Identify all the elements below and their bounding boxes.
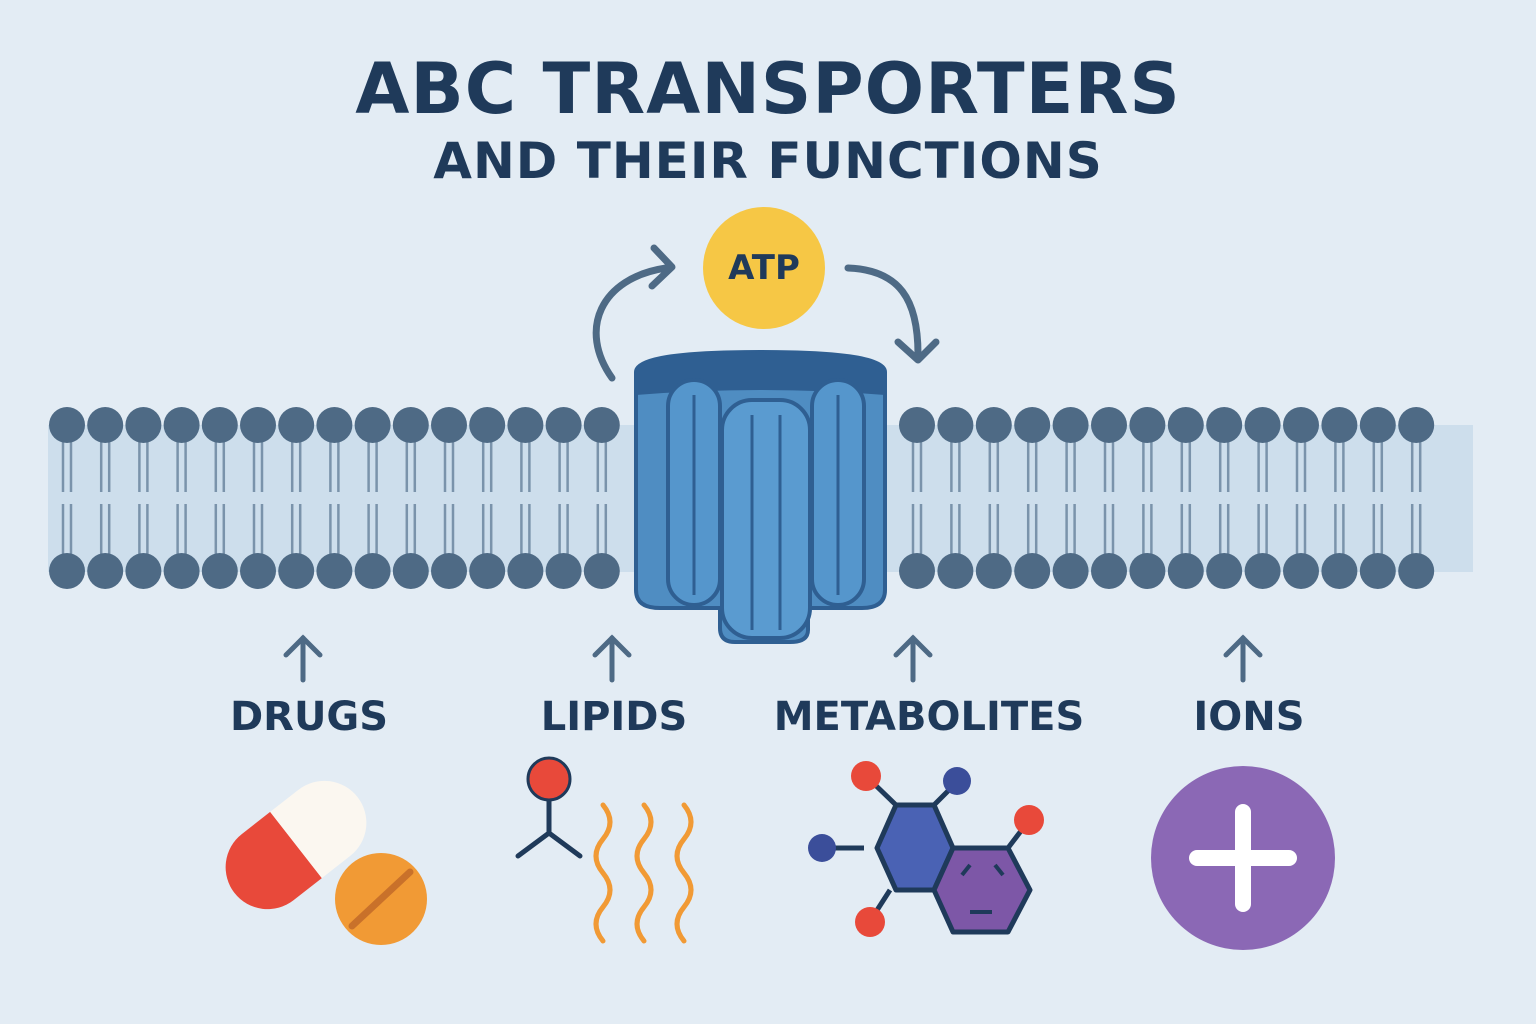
lipid-head [1398, 407, 1435, 443]
lipid-head [1091, 407, 1127, 443]
lipid-head [937, 407, 974, 443]
lipid-head [975, 553, 1012, 589]
arrow-up-drugs [283, 634, 323, 683]
lipid-head [1014, 553, 1051, 589]
lipid-head [87, 407, 124, 443]
lipid-head [392, 407, 429, 443]
lipid-head [1129, 407, 1166, 443]
lipid-head [431, 553, 467, 589]
lipid-head [1398, 553, 1435, 589]
lipid-head [392, 553, 429, 589]
lipid-head [899, 553, 935, 589]
lipid-head [899, 407, 935, 443]
lipid-head [125, 553, 162, 589]
atp-circle [703, 207, 825, 329]
lipid-head [354, 407, 391, 443]
lipid-head [1359, 407, 1396, 443]
lipid-head [201, 553, 238, 589]
cycle-arrow-left-head [648, 244, 676, 290]
lipid-head [1321, 553, 1358, 589]
lipid-head [1052, 407, 1089, 443]
lipid-head [163, 553, 200, 589]
arrow-up-ions [1223, 634, 1263, 683]
lipid-head [163, 407, 200, 443]
lipid-head [1129, 553, 1166, 589]
lipid-heads [49, 407, 1435, 589]
lipid-head [1244, 553, 1281, 589]
lipid-head [1321, 407, 1358, 443]
title-line-1: ABC TRANSPORTERS [355, 48, 1181, 130]
arrow-up-metabolites [893, 634, 933, 683]
lipid-head [1206, 407, 1243, 443]
lipid-head [278, 407, 315, 443]
lipid-head [1283, 553, 1319, 589]
molecule-icon [808, 761, 1044, 937]
lipid-head [240, 553, 276, 589]
label-ions: IONS [1193, 694, 1305, 740]
lipid-head [1167, 407, 1204, 443]
lipid-head [937, 553, 974, 589]
abc-transporter [634, 349, 887, 644]
label-lipids: LIPIDS [540, 694, 688, 740]
lipid-head [545, 553, 582, 589]
label-metabolites: METABOLITES [773, 694, 1085, 740]
cycle-arrow-right [844, 264, 922, 358]
lipid-head [431, 407, 467, 443]
lipid-head [49, 553, 85, 589]
lipid-head [975, 407, 1012, 443]
lipid-head [1014, 407, 1051, 443]
lipid-head [1091, 553, 1127, 589]
pills-icon [225, 780, 427, 945]
lipid-head [583, 553, 620, 589]
label-drugs: DRUGS [229, 694, 389, 740]
cycle-arrow-right-head [894, 338, 940, 364]
lipid-head [49, 407, 85, 443]
lipid-head [469, 553, 506, 589]
lipid-head [1052, 553, 1089, 589]
lipid-head [316, 407, 353, 443]
lipid-icon [515, 756, 694, 944]
lipid-head [1283, 407, 1319, 443]
lipid-head [240, 407, 276, 443]
lipid-head [469, 407, 506, 443]
lipid-head [125, 407, 162, 443]
lipid-tails [61, 440, 1422, 556]
lipid-head [545, 407, 582, 443]
plus-ion-icon [1151, 766, 1335, 950]
cycle-arrow-left [592, 264, 670, 382]
lipid-head [583, 407, 620, 443]
lipid-head [507, 553, 544, 589]
lipid-head [507, 407, 544, 443]
lipid-head [354, 553, 391, 589]
lipid-head [1359, 553, 1396, 589]
lipid-head [201, 407, 238, 443]
title-line-2: AND THEIR FUNCTIONS [433, 132, 1103, 190]
lipid-head [1206, 553, 1243, 589]
lipid-head [1167, 553, 1204, 589]
lipid-head [1244, 407, 1281, 443]
lipid-head [316, 553, 353, 589]
lipid-head [87, 553, 124, 589]
atp-label: ATP [728, 248, 800, 288]
lipid-head [278, 553, 315, 589]
arrow-up-lipids [592, 634, 632, 683]
